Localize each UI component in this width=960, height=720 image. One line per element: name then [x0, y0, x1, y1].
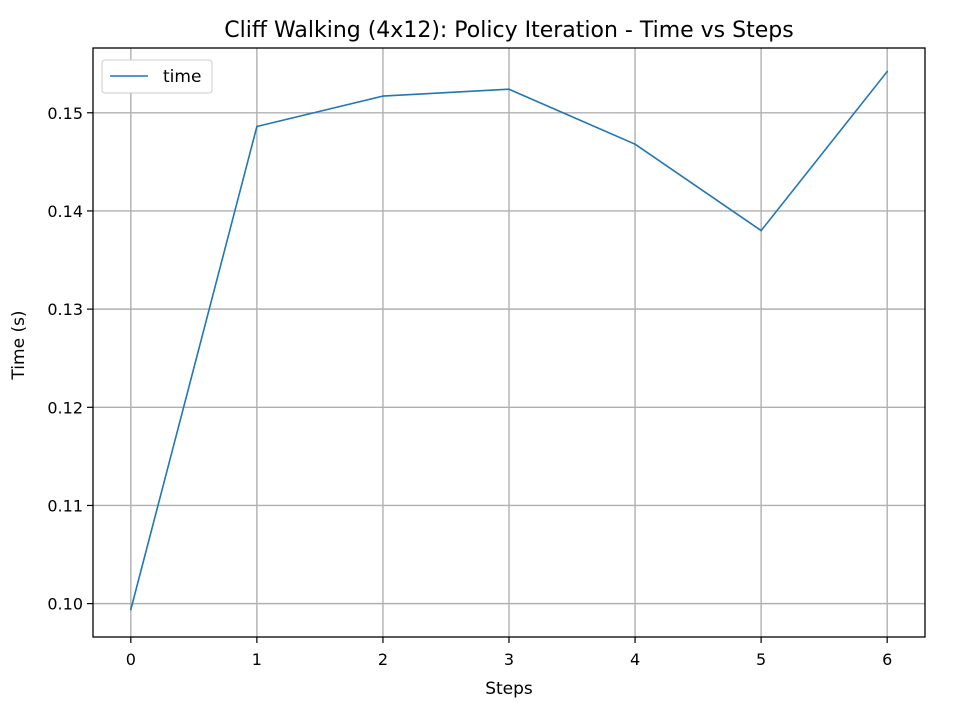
x-tick-label: 4: [630, 650, 640, 669]
x-tick-label: 1: [252, 650, 262, 669]
y-tick-label: 0.10: [47, 595, 83, 614]
data-point: [886, 70, 889, 73]
series-lines: [129, 70, 889, 611]
legend-box: [101, 59, 213, 94]
data-point: [634, 143, 636, 146]
x-tick-label: 5: [756, 650, 766, 669]
legend-entry-time: time: [163, 67, 201, 87]
data-point: [255, 125, 258, 128]
data-point: [129, 608, 132, 611]
data-point: [508, 88, 510, 91]
legend: time: [101, 59, 213, 94]
axis-ticks: 0 1 2 3 4 5 6 0.10 0.11 0.12 0.13 0.14 0.15: [47, 104, 892, 669]
x-axis-label: Steps: [485, 679, 533, 699]
grid-lines: [93, 48, 925, 637]
y-tick-label: 0.14: [47, 202, 83, 221]
y-axis-label: Time (s): [9, 310, 29, 380]
y-tick-label: 0.11: [47, 496, 83, 515]
data-point: [382, 95, 384, 98]
y-tick-label: 0.15: [47, 104, 83, 123]
data-point: [760, 229, 763, 232]
x-tick-label: 3: [504, 650, 514, 669]
x-tick-label: 2: [378, 650, 388, 669]
x-tick-label: 6: [882, 650, 892, 669]
x-tick-label: 0: [126, 650, 136, 669]
y-tick-label: 0.13: [47, 300, 83, 319]
chart-title: Cliff Walking (4x12): Policy Iteration -…: [224, 18, 793, 43]
y-tick-label: 0.12: [47, 398, 83, 417]
